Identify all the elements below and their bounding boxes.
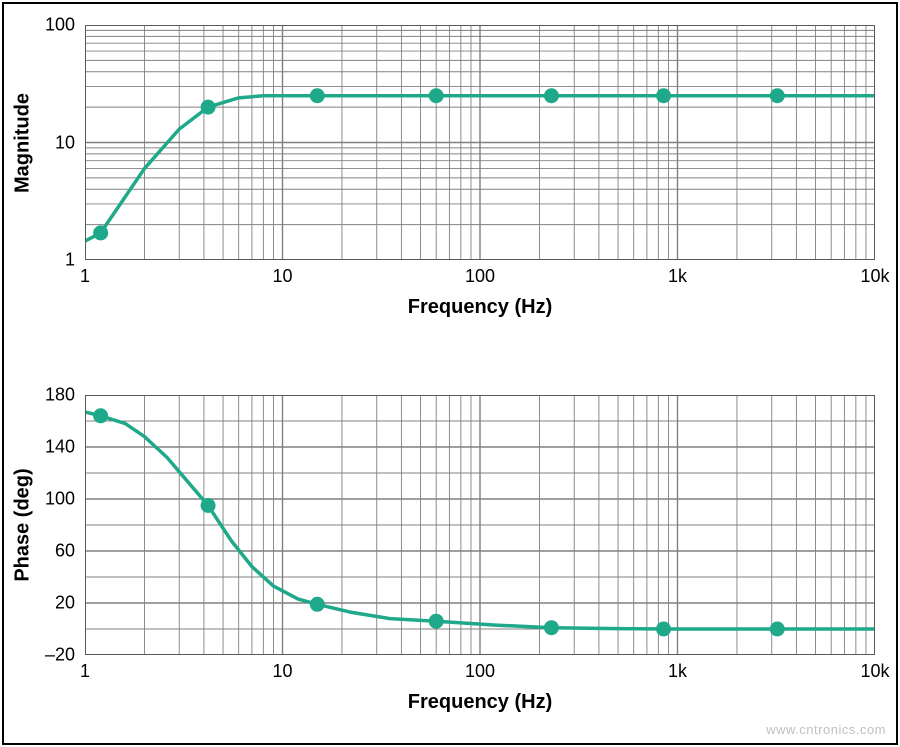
x-tick-label: 1 bbox=[80, 661, 90, 682]
phase-x-axis-label: Frequency (Hz) bbox=[408, 691, 552, 714]
y-tick-label: 1 bbox=[65, 250, 75, 271]
x-tick-label: 1k bbox=[668, 661, 687, 682]
phase-chart: Phase (deg) Frequency (Hz) bbox=[0, 0, 900, 747]
x-tick-label: 1k bbox=[668, 266, 687, 287]
y-tick-label: 20 bbox=[55, 593, 75, 614]
x-tick-label: 10k bbox=[860, 661, 889, 682]
y-tick-label: 180 bbox=[45, 385, 75, 406]
x-tick-label: 100 bbox=[465, 661, 495, 682]
phase-y-axis-label: Phase (deg) bbox=[12, 468, 35, 581]
x-tick-label: 10 bbox=[272, 266, 292, 287]
y-tick-label: 60 bbox=[55, 541, 75, 562]
phase-svg bbox=[85, 395, 875, 655]
y-tick-label: –20 bbox=[45, 645, 75, 666]
y-tick-label: 100 bbox=[45, 489, 75, 510]
x-tick-label: 1 bbox=[80, 266, 90, 287]
phase-plot-area bbox=[85, 395, 875, 655]
page: Magnitude Frequency (Hz) Phase (deg) Fre… bbox=[0, 0, 900, 747]
watermark-text: www.cntronics.com bbox=[766, 722, 886, 737]
y-tick-label: 100 bbox=[45, 15, 75, 36]
y-tick-label: 10 bbox=[55, 132, 75, 153]
x-tick-label: 10k bbox=[860, 266, 889, 287]
x-tick-label: 10 bbox=[272, 661, 292, 682]
x-tick-label: 100 bbox=[465, 266, 495, 287]
y-tick-label: 140 bbox=[45, 437, 75, 458]
